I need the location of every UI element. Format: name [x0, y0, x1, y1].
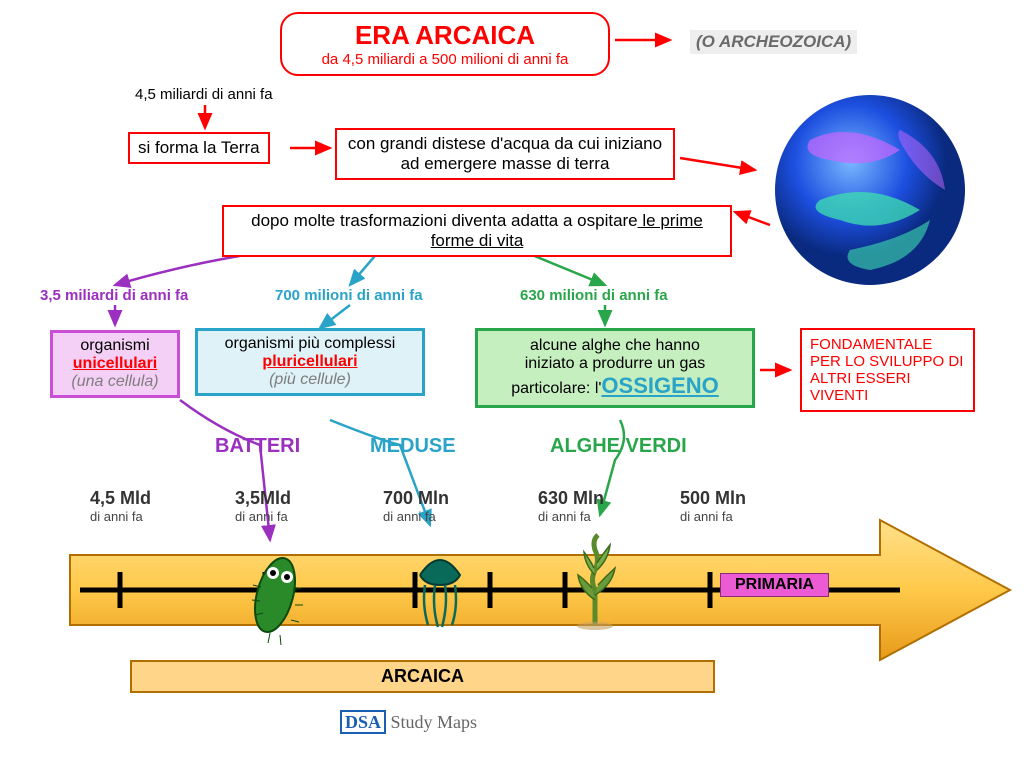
era-primaria-label: PRIMARIA: [720, 573, 829, 597]
tick-small-4: di anni fa: [680, 509, 746, 524]
fundamental-text: FONDAMENTALE PER LO SVILUPPO DI ALTRI ES…: [810, 336, 963, 404]
life-forms-box: dopo molte trasformazioni diventa adatta…: [222, 205, 732, 257]
era-arcaica-bar: ARCAICA: [130, 660, 715, 693]
b2-keyword: pluricellulari: [206, 353, 414, 371]
footer-logo: DSA Study Maps: [340, 712, 477, 733]
b2-paren: (più cellule): [206, 371, 414, 389]
tick-label-0: 4,5 Mld di anni fa: [90, 488, 151, 524]
meduse-label: MEDUSE: [370, 435, 456, 458]
branch1-label: 3,5 miliardi di anni fa: [40, 287, 188, 304]
b2-line1: organismi più complessi: [206, 335, 414, 353]
branch2-label: 700 milioni di anni fa: [275, 287, 423, 304]
branch3-label: 630 milioni di anni fa: [520, 287, 668, 304]
fundamental-box: FONDAMENTALE PER LO SVILUPPO DI ALTRI ES…: [800, 328, 975, 412]
b3-line-b: iniziato a produrre un gas: [488, 355, 742, 373]
life-forms-prefix: dopo molte trasformazioni diventa adatta…: [251, 211, 638, 230]
branch3-box: alcune alghe che hanno iniziato a produr…: [475, 328, 755, 408]
tick-label-2: 700 Mln di anni fa: [383, 488, 449, 524]
alt-name-label: (O ARCHEOZOICA): [690, 30, 857, 54]
tick-label-1: 3,5Mld di anni fa: [235, 488, 291, 524]
footer-dsa: DSA: [340, 710, 386, 734]
tick-big-3: 630 Mln: [538, 488, 604, 509]
tick-small-1: di anni fa: [235, 509, 291, 524]
tick-big-1: 3,5Mld: [235, 488, 291, 509]
pre-label: 4,5 miliardi di anni fa: [135, 86, 273, 103]
branch2-box: organismi più complessi pluricellulari (…: [195, 328, 425, 396]
b1-paren: (una cellula): [61, 373, 169, 391]
tick-small-0: di anni fa: [90, 509, 151, 524]
water-masses-text: con grandi distese d'acqua da cui inizia…: [348, 134, 662, 173]
earth-formed-text: si forma la Terra: [138, 138, 260, 157]
tick-big-0: 4,5 Mld: [90, 488, 151, 509]
tick-small-2: di anni fa: [383, 509, 449, 524]
tick-big-2: 700 Mln: [383, 488, 449, 509]
b1-line1: organismi: [61, 337, 169, 355]
b1-keyword: unicellulari: [61, 355, 169, 373]
branch1-box: organismi unicellulari (una cellula): [50, 330, 180, 398]
water-masses-box: con grandi distese d'acqua da cui inizia…: [335, 128, 675, 180]
tick-big-4: 500 Mln: [680, 488, 746, 509]
tick-label-3: 630 Mln di anni fa: [538, 488, 604, 524]
alghe-label: ALGHE VERDI: [550, 435, 687, 458]
batteri-label: BATTERI: [215, 435, 300, 458]
tick-small-3: di anni fa: [538, 509, 604, 524]
footer-rest: Study Maps: [386, 712, 477, 732]
header-subtitle: da 4,5 miliardi a 500 milioni di anni fa: [296, 51, 594, 68]
header-box: ERA ARCAICA da 4,5 miliardi a 500 milion…: [280, 12, 610, 76]
tick-label-4: 500 Mln di anni fa: [680, 488, 746, 524]
header-title: ERA ARCAICA: [296, 20, 594, 51]
b3-keyword: OSSIGENO: [601, 373, 718, 398]
b3-line-a: alcune alghe che hanno: [488, 337, 742, 355]
earth-formed-box: si forma la Terra: [128, 132, 270, 164]
b3-line-c-prefix: particolare: l': [511, 380, 601, 397]
